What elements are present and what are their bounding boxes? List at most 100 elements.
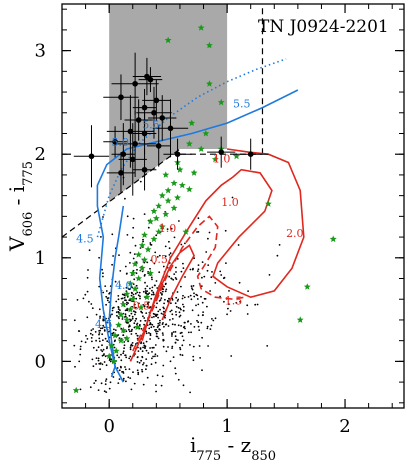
field-galaxy-point <box>182 309 185 312</box>
field-galaxy-point <box>183 321 186 324</box>
field-galaxy-point <box>190 323 192 325</box>
field-galaxy-point <box>95 363 97 365</box>
field-galaxy-point <box>94 331 97 333</box>
field-galaxy-point <box>157 337 160 340</box>
green-star-point <box>164 197 172 204</box>
green-star-point <box>108 342 115 349</box>
field-galaxy-point <box>129 348 132 351</box>
field-galaxy-point <box>224 229 227 232</box>
field-galaxy-point <box>125 286 128 289</box>
field-galaxy-point <box>145 349 148 352</box>
field-galaxy-point <box>101 350 104 353</box>
x-tick-label: 0 <box>103 416 114 437</box>
field-galaxy-point <box>197 314 200 317</box>
field-galaxy-point <box>136 268 138 271</box>
field-galaxy-point <box>164 316 166 319</box>
field-galaxy-point <box>102 339 104 342</box>
field-galaxy-point <box>130 294 133 297</box>
field-galaxy-point <box>134 313 136 316</box>
field-galaxy-point <box>151 357 153 360</box>
field-galaxy-point <box>169 319 171 321</box>
field-galaxy-point <box>187 296 190 298</box>
field-galaxy-point <box>161 293 163 295</box>
field-galaxy-point <box>201 301 204 304</box>
field-galaxy-point <box>125 273 128 275</box>
red-track-label: 1.0 <box>159 222 177 235</box>
candidate-point <box>167 125 174 132</box>
field-galaxy-point <box>211 318 213 320</box>
field-galaxy-point <box>138 361 141 364</box>
field-galaxy-point <box>129 320 132 322</box>
field-galaxy-point <box>201 336 204 339</box>
field-galaxy-point <box>175 296 178 299</box>
field-galaxy-point <box>129 377 132 379</box>
field-galaxy-point <box>104 355 107 358</box>
field-galaxy-point <box>126 322 128 324</box>
field-galaxy-point <box>89 386 92 389</box>
field-galaxy-point <box>105 290 108 292</box>
field-galaxy-point <box>79 348 82 351</box>
field-galaxy-point <box>146 376 149 379</box>
field-galaxy-point <box>101 333 104 336</box>
field-galaxy-point <box>117 295 120 297</box>
field-galaxy-point <box>225 262 227 264</box>
field-galaxy-point <box>125 303 128 306</box>
field-galaxy-point <box>182 384 185 387</box>
field-galaxy-point <box>128 314 131 317</box>
field-galaxy-point <box>84 293 87 296</box>
field-galaxy-point <box>91 358 94 361</box>
field-galaxy-point <box>181 344 184 347</box>
blue-track-label: 5.0 <box>112 136 130 149</box>
field-galaxy-point <box>156 313 159 316</box>
candidate-point <box>147 76 154 83</box>
field-galaxy-point <box>127 302 129 304</box>
field-galaxy-point <box>98 324 101 327</box>
field-galaxy-point <box>130 285 133 288</box>
field-galaxy-point <box>177 378 180 381</box>
green-star-point <box>129 269 137 277</box>
red-track-label: 1.0 <box>221 196 239 209</box>
green-star-point <box>129 295 137 303</box>
field-galaxy-point <box>98 362 101 365</box>
field-galaxy-point <box>139 295 141 298</box>
field-galaxy-point <box>121 293 124 296</box>
field-galaxy-point <box>92 328 94 330</box>
field-galaxy-point <box>99 315 101 318</box>
green-star-point <box>123 290 131 297</box>
green-star-point <box>119 300 127 308</box>
field-galaxy-point <box>142 315 144 318</box>
field-galaxy-point <box>150 363 153 366</box>
field-galaxy-point <box>155 306 158 309</box>
field-galaxy-point <box>156 302 158 305</box>
field-galaxy-point <box>149 323 152 325</box>
field-galaxy-point <box>171 335 173 337</box>
field-galaxy-point <box>165 282 167 285</box>
field-galaxy-point <box>151 323 154 326</box>
green-star-point <box>188 119 196 126</box>
field-galaxy-point <box>142 238 144 241</box>
green-star-point <box>137 303 145 311</box>
field-galaxy-point <box>129 288 132 290</box>
field-galaxy-point <box>85 334 87 337</box>
field-galaxy-point <box>121 318 124 320</box>
field-galaxy-point <box>103 326 106 329</box>
field-galaxy-point <box>174 302 177 305</box>
field-galaxy-point <box>161 332 164 334</box>
field-galaxy-point <box>151 286 154 289</box>
field-galaxy-point <box>120 353 122 356</box>
field-galaxy-point <box>175 311 177 313</box>
field-galaxy-point <box>198 329 201 331</box>
field-galaxy-point <box>268 274 271 276</box>
field-galaxy-point <box>158 300 161 302</box>
field-galaxy-point <box>184 242 186 245</box>
field-galaxy-point <box>143 275 146 277</box>
field-galaxy-point <box>113 328 115 331</box>
green-star-point <box>155 202 163 209</box>
field-galaxy-point <box>171 347 174 349</box>
field-galaxy-point <box>176 258 179 260</box>
field-galaxy-point <box>136 291 139 294</box>
field-galaxy-point <box>152 291 155 294</box>
field-galaxy-point <box>192 345 195 348</box>
field-galaxy-point <box>149 287 151 290</box>
field-galaxy-point <box>164 255 167 258</box>
